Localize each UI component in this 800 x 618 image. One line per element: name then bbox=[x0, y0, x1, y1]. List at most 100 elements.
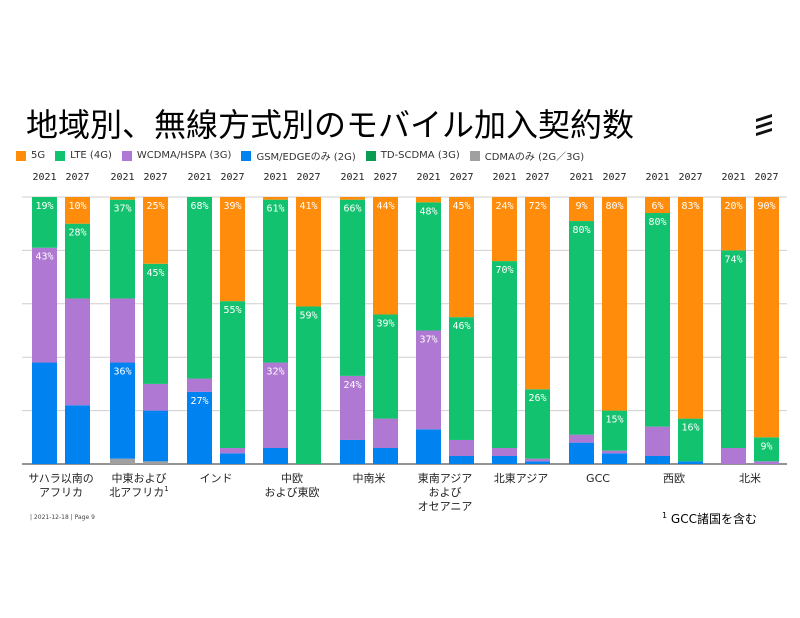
region-label: サハラ以南の bbox=[28, 472, 94, 485]
legend-swatch bbox=[241, 150, 252, 161]
footnote: 1 GCC諸国を含む bbox=[662, 510, 757, 527]
bar-segment bbox=[569, 434, 594, 443]
legend-item: 5G bbox=[16, 148, 45, 163]
data-label: 36% bbox=[113, 367, 131, 378]
region-label: 中南米 bbox=[353, 472, 386, 485]
bar-segment bbox=[602, 410, 627, 451]
bar-segment bbox=[187, 378, 212, 392]
bar-segment bbox=[416, 330, 441, 430]
data-label: 16% bbox=[681, 423, 699, 434]
legend-label: LTE (4G) bbox=[70, 150, 112, 161]
legend-swatch bbox=[55, 150, 66, 161]
region-label: 中欧 bbox=[281, 472, 303, 485]
bar-segment bbox=[373, 197, 398, 315]
bar-segment bbox=[645, 426, 670, 456]
bar-segment bbox=[220, 197, 245, 302]
data-label: 41% bbox=[299, 201, 317, 212]
footnote-mark: 1 bbox=[662, 511, 668, 520]
data-label: 20% bbox=[724, 201, 742, 212]
data-label: 66% bbox=[343, 204, 361, 215]
data-label: 9% bbox=[760, 441, 772, 452]
legend-swatch bbox=[469, 150, 480, 161]
bar-segment bbox=[340, 439, 365, 464]
region-label: アフリカ bbox=[39, 486, 83, 499]
data-label: 83% bbox=[681, 201, 699, 212]
data-label: 10% bbox=[68, 201, 86, 212]
legend-label: 5G bbox=[31, 150, 46, 161]
bar-segment bbox=[65, 197, 90, 224]
bar-segment bbox=[340, 375, 365, 440]
region-label: インド bbox=[200, 472, 233, 485]
year-tick-label: 2021 bbox=[340, 172, 364, 183]
year-tick-label: 2021 bbox=[645, 172, 669, 183]
bar-segment bbox=[110, 298, 135, 363]
data-label: 80% bbox=[605, 201, 623, 212]
bar-segment bbox=[143, 263, 168, 384]
bar-segment bbox=[492, 197, 517, 262]
bar-segment bbox=[449, 455, 474, 464]
bar-segment bbox=[678, 461, 703, 464]
bar-segment bbox=[263, 362, 288, 448]
bar-segment bbox=[721, 447, 746, 464]
bar-segment bbox=[263, 197, 288, 200]
legend-swatch bbox=[121, 150, 132, 161]
year-tick-label: 2027 bbox=[65, 172, 89, 183]
bar-segment bbox=[678, 418, 703, 462]
year-tick-label: 2021 bbox=[416, 172, 440, 183]
region-label: 西欧 bbox=[663, 472, 685, 485]
legend-label: WCDMA/HSPA (3G) bbox=[136, 150, 232, 161]
legend-item: CDMAのみ (2G／3G) bbox=[469, 148, 584, 163]
bar-segment bbox=[143, 383, 168, 411]
bar-segment bbox=[569, 197, 594, 222]
data-label: 45% bbox=[146, 268, 164, 279]
bar-segment bbox=[449, 317, 474, 440]
data-label: 43% bbox=[35, 252, 53, 263]
bar-segment bbox=[754, 461, 779, 464]
year-tick-label: 2027 bbox=[373, 172, 397, 183]
region-label: および東欧 bbox=[265, 486, 320, 499]
bar-segment bbox=[65, 223, 90, 299]
bar-segment bbox=[569, 442, 594, 464]
year-tick-label: 2027 bbox=[220, 172, 244, 183]
data-label: 9% bbox=[575, 201, 587, 212]
bar-segment bbox=[525, 461, 550, 464]
chart-legend: 5G LTE (4G) WCDMA/HSPA (3G) GSM/EDGEのみ (2G)… bbox=[16, 148, 584, 163]
data-label: 37% bbox=[113, 204, 131, 215]
bar-segment bbox=[220, 301, 245, 448]
bar-segment bbox=[110, 199, 135, 299]
bar-segment bbox=[32, 197, 57, 248]
year-tick-label: 2027 bbox=[296, 172, 320, 183]
data-label: 80% bbox=[572, 225, 590, 236]
bar-segment bbox=[110, 197, 135, 200]
data-label: 61% bbox=[266, 204, 284, 215]
bar-segment bbox=[492, 261, 517, 448]
year-tick-label: 2021 bbox=[187, 172, 211, 183]
legend-item: WCDMA/HSPA (3G) bbox=[121, 148, 232, 163]
bar-segment bbox=[721, 250, 746, 448]
data-label: 59% bbox=[299, 310, 317, 321]
data-label: 45% bbox=[452, 201, 470, 212]
data-label: 46% bbox=[452, 321, 470, 332]
data-label: 68% bbox=[190, 201, 208, 212]
data-label: 39% bbox=[223, 201, 241, 212]
year-tick-label: 2021 bbox=[32, 172, 56, 183]
bar-segment bbox=[187, 391, 212, 464]
bar-segment bbox=[110, 362, 135, 459]
year-tick-label: 2021 bbox=[569, 172, 593, 183]
year-tick-label: 2027 bbox=[525, 172, 549, 183]
bar-segment bbox=[449, 197, 474, 318]
bar-segment bbox=[645, 455, 670, 464]
year-tick-label: 2021 bbox=[263, 172, 287, 183]
bar-segment bbox=[754, 437, 779, 462]
year-tick-label: 2021 bbox=[721, 172, 745, 183]
data-label: 24% bbox=[343, 380, 361, 391]
legend-item: TD-SCDMA (3G) bbox=[365, 148, 460, 163]
data-label: 15% bbox=[605, 415, 623, 426]
bar-segment bbox=[373, 418, 398, 448]
region-label: 北アフリカ1 bbox=[109, 485, 168, 499]
bar-segment bbox=[296, 197, 321, 307]
bar-segment bbox=[525, 458, 550, 462]
bar-segment bbox=[525, 389, 550, 459]
bar-segment bbox=[340, 199, 365, 376]
bar-segment bbox=[220, 453, 245, 464]
